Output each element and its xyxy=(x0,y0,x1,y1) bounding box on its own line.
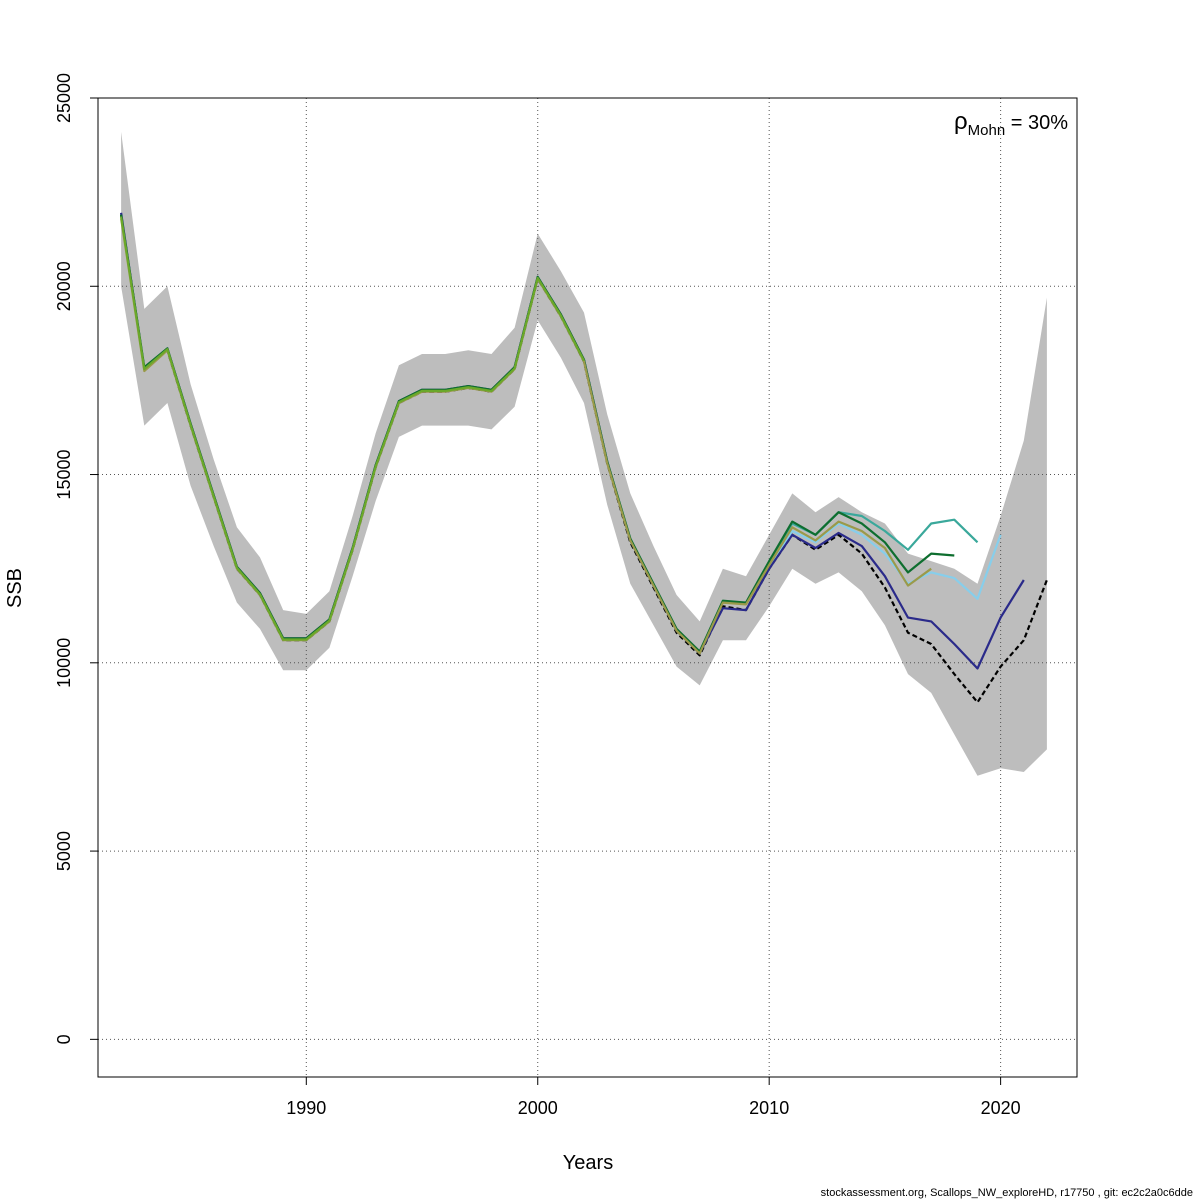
rho-symbol: ρ xyxy=(954,108,968,135)
confidence-band xyxy=(121,131,1047,776)
x-tick-label: 1990 xyxy=(286,1098,326,1118)
rho-value: = 30% xyxy=(1005,112,1068,134)
series-layer xyxy=(120,212,1048,704)
x-tick-label: 2020 xyxy=(981,1098,1021,1118)
x-tick-label: 2010 xyxy=(749,1098,789,1118)
plot-box xyxy=(97,97,1078,1078)
y-tick-label: 20000 xyxy=(54,261,74,311)
y-tick-label: 0 xyxy=(54,1034,74,1044)
mohn-rho-annotation: ρMohn = 30% xyxy=(954,108,1068,139)
y-tick-label: 25000 xyxy=(54,73,74,123)
y-axis-label: SSB xyxy=(4,568,26,608)
series-line-2 xyxy=(768,522,1002,600)
x-tick-label: 2000 xyxy=(518,1098,558,1118)
footer-text: stockassessment.org, Scallops_NW_explore… xyxy=(821,1187,1193,1199)
y-tick-label: 5000 xyxy=(54,831,74,871)
rho-subscript: Mohn xyxy=(968,122,1006,139)
x-axis-label: Years xyxy=(563,1152,613,1174)
y-tick-label: 15000 xyxy=(54,450,74,500)
confidence-band-layer xyxy=(121,131,1047,776)
axis-layer: 1990 2000 2010 2020 0 5000 10000 15000 20000 2500… xyxy=(54,73,1021,1118)
series-line-6 xyxy=(120,216,585,641)
y-tick-label: 10000 xyxy=(54,638,74,688)
